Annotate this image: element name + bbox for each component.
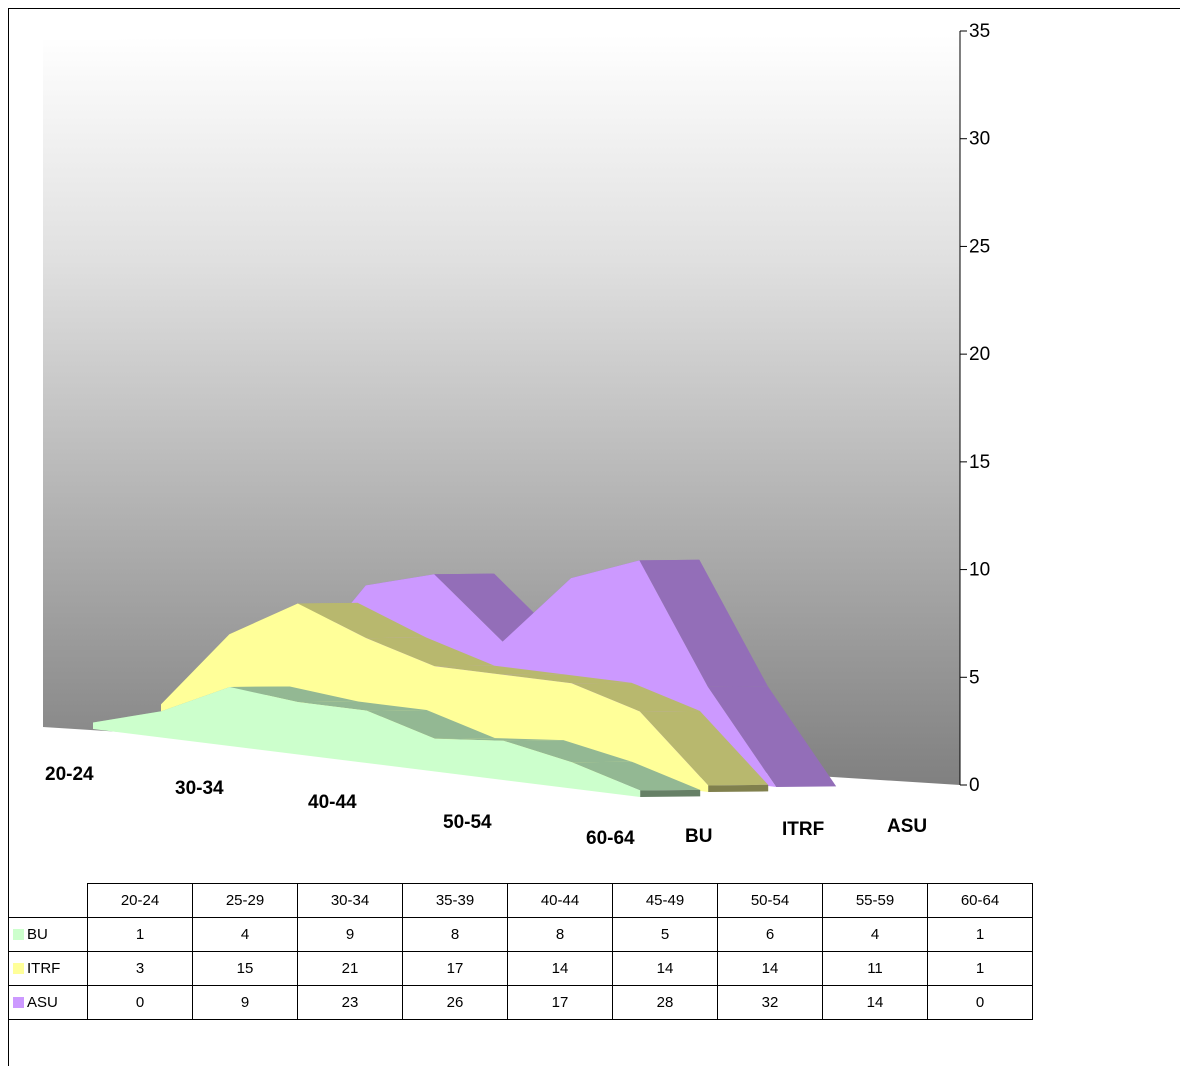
area-top-segment — [571, 761, 701, 791]
area-end-cap — [708, 784, 769, 792]
legend-row-head: BU — [8, 917, 88, 952]
table-row-asu: ASU 0 9 23 26 17 28 32 14 0 — [8, 985, 1033, 1020]
table-header-cell: 60-64 — [927, 883, 1033, 918]
table-cell: 0 — [927, 985, 1033, 1020]
table-cell: 4 — [192, 917, 298, 952]
series-axis-label: ASU — [887, 816, 927, 837]
chart-frame — [8, 8, 1180, 1066]
table-cell: 17 — [402, 951, 508, 986]
area-top-segment — [229, 686, 359, 703]
category-axis-label: 20-24 — [45, 764, 94, 785]
chart-back-wall — [43, 35, 960, 785]
table-cell: 5 — [612, 917, 718, 952]
category-axis-label: 30-34 — [175, 778, 224, 799]
legend-key-bu — [13, 929, 24, 940]
legend-row-head: ASU — [8, 985, 88, 1020]
table-cell: 15 — [192, 951, 298, 986]
series-name: ITRF — [27, 960, 61, 977]
value-axis-tick-label: 5 — [969, 667, 980, 688]
table-cell: 3 — [87, 951, 193, 986]
table-row-bu: BU 1 4 9 8 8 5 6 4 1 — [8, 917, 1033, 952]
table-cell: 28 — [612, 985, 718, 1020]
table-cell: 4 — [822, 917, 928, 952]
area-front-face — [93, 687, 641, 797]
table-cell: 9 — [192, 985, 298, 1020]
area-top-segment — [503, 674, 632, 684]
table-cell: 14 — [822, 985, 928, 1020]
area-top-segment — [366, 710, 495, 739]
table-cell: 11 — [822, 951, 928, 986]
area-end-cap — [640, 789, 701, 797]
table-cell: 6 — [717, 917, 823, 952]
area-top-segment — [435, 738, 564, 741]
table-header-row: 20-24 25-29 30-34 35-39 40-44 45-49 50-5… — [8, 883, 1033, 918]
table-header-cell: 20-24 — [87, 883, 193, 918]
data-table: 20-24 25-29 30-34 35-39 40-44 45-49 50-5… — [8, 883, 1033, 1020]
table-cell: 0 — [87, 985, 193, 1020]
area-top-segment — [366, 637, 495, 667]
table-cell: 1 — [927, 917, 1033, 952]
value-axis-tick-label: 20 — [969, 344, 990, 365]
series-bu — [93, 686, 701, 797]
table-row-itrf: ITRF 3 15 21 17 14 14 14 11 1 — [8, 951, 1033, 986]
area-chart-3d: 0 5 10 15 20 25 30 35 20-24 30-34 40-44 50-54 60-64… — [43, 21, 990, 849]
value-axis-tick-label: 35 — [969, 21, 990, 42]
value-axis-tick-label: 15 — [969, 452, 990, 473]
table-header-cell: 30-34 — [297, 883, 403, 918]
table-corner — [8, 883, 88, 918]
area-top-segment — [434, 665, 563, 675]
legend-key-asu — [13, 997, 24, 1008]
category-axis-label: 60-64 — [586, 828, 635, 849]
table-cell: 8 — [402, 917, 508, 952]
table-header-cell: 40-44 — [507, 883, 613, 918]
table-cell: 23 — [297, 985, 403, 1020]
legend-key-itrf — [13, 963, 24, 974]
table-header-cell: 45-49 — [612, 883, 718, 918]
area-top-segment — [639, 559, 768, 687]
area-top-segment — [297, 602, 427, 639]
table-cell: 32 — [717, 985, 823, 1020]
area-top-segment — [298, 701, 427, 711]
series-name: BU — [27, 926, 48, 943]
area-top-segment — [571, 682, 700, 712]
value-axis-tick-label: 30 — [969, 129, 990, 150]
area-top-segment — [707, 686, 837, 787]
table-cell: 9 — [297, 917, 403, 952]
value-axis-tick-label: 10 — [969, 560, 990, 581]
table-cell: 8 — [507, 917, 613, 952]
table-cell: 1 — [927, 951, 1033, 986]
legend-row-head: ITRF — [8, 951, 88, 986]
value-axis-tick-label: 0 — [969, 775, 980, 796]
table-cell: 14 — [507, 951, 613, 986]
category-axis-label: 50-54 — [443, 812, 492, 833]
area-top-segment — [503, 740, 632, 763]
value-axis-tick-label: 25 — [969, 236, 990, 257]
area-top-segment — [639, 710, 769, 786]
table-cell: 17 — [507, 985, 613, 1020]
table-cell: 14 — [612, 951, 718, 986]
table-cell: 1 — [87, 917, 193, 952]
table-cell: 21 — [297, 951, 403, 986]
series-name: ASU — [27, 994, 58, 1011]
table-header-cell: 25-29 — [192, 883, 298, 918]
series-axis-label: ITRF — [782, 819, 824, 840]
category-axis-label: 40-44 — [308, 792, 357, 813]
table-header-cell: 35-39 — [402, 883, 508, 918]
table-cell: 26 — [402, 985, 508, 1020]
table-cell: 14 — [717, 951, 823, 986]
series-axis-label: BU — [685, 826, 712, 847]
table-header-cell: 50-54 — [717, 883, 823, 918]
table-header-cell: 55-59 — [822, 883, 928, 918]
